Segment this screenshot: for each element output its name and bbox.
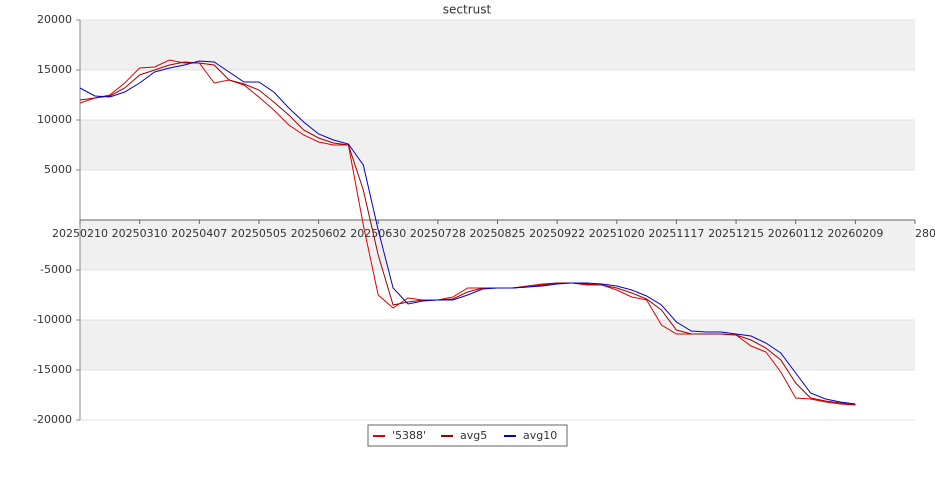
legend-label: avg10	[523, 429, 557, 442]
x-tick-label: 20260209	[827, 227, 883, 240]
chart-title: sectrust	[443, 3, 492, 17]
x-tick-label: 20250922	[529, 227, 585, 240]
band	[80, 320, 915, 370]
series-line	[79, 60, 856, 405]
y-tick-label: -10000	[33, 313, 72, 326]
plot-bands	[80, 20, 915, 370]
y-tick-label: -15000	[33, 363, 72, 376]
x-tick-label: 20250825	[470, 227, 526, 240]
x-tick-label: 20251117	[648, 227, 704, 240]
band	[80, 20, 915, 70]
x-tick-label: 20250728	[410, 227, 466, 240]
x-tick-label: 20260112	[768, 227, 824, 240]
y-tick-label: 20000	[37, 13, 72, 26]
series-line	[79, 61, 856, 406]
y-tick-label: 5000	[44, 163, 72, 176]
legend-label: '5388'	[392, 429, 426, 442]
x-tick-label: 280	[915, 227, 935, 240]
legend-label: avg5	[460, 429, 487, 442]
x-tick-label: 20250602	[291, 227, 347, 240]
y-tick-label: 15000	[37, 63, 72, 76]
y-tick-label: -20000	[33, 413, 72, 426]
y-tick-label: -5000	[40, 263, 72, 276]
x-tick-label: 20251215	[708, 227, 764, 240]
x-tick-label: 20250210	[52, 227, 108, 240]
x-tick-label: 20250505	[231, 227, 287, 240]
band	[80, 120, 915, 170]
x-tick-label: 20251020	[589, 227, 645, 240]
band	[80, 220, 915, 270]
x-tick-label: 20250310	[112, 227, 168, 240]
x-tick-label: 20250407	[171, 227, 227, 240]
y-tick-label: 10000	[37, 113, 72, 126]
legend-box	[367, 424, 568, 447]
